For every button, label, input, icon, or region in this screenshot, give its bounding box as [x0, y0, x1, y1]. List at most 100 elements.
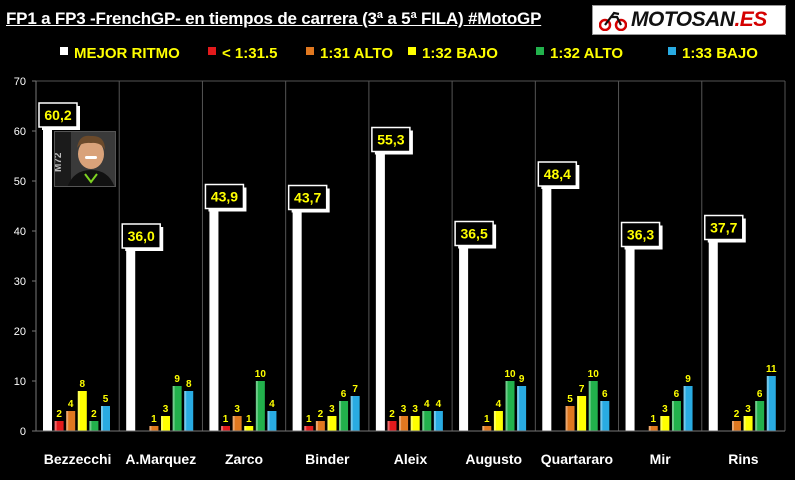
bar-mir-mejor-ritmo: [625, 249, 635, 431]
best-pace-label-quartararo: 48,4: [544, 166, 571, 182]
best-pace-label-rins: 37,7: [710, 220, 737, 236]
bar-augusto-mejor-ritmo: [459, 248, 469, 431]
legend-label-1-31-5: < 1:31.5: [222, 45, 277, 62]
legend-label-1-32-bajo: 1:32 BAJO: [422, 45, 498, 62]
bar-bezzecchi-1-31-5: [54, 421, 64, 431]
data-label-mir-1-32-bajo: 3: [662, 404, 668, 415]
legend-swatch-1-31-5: [208, 47, 216, 55]
logo-text: MOTOSAN: [631, 8, 735, 31]
rider-photo: M72: [54, 131, 116, 187]
photo-badge: M72: [55, 152, 64, 172]
bar-shine: [66, 411, 69, 431]
bar-a-marquez-1-32-bajo: [161, 416, 171, 431]
y-tick-label: 30: [14, 276, 26, 288]
bar-shine: [172, 386, 175, 431]
bar-quartararo-mejor-ritmo: [542, 189, 552, 431]
bar-bezzecchi-1-32-alto: [89, 421, 99, 431]
category-label-rins: Rins: [728, 451, 759, 467]
y-tick-label: 20: [14, 326, 26, 338]
bar-shine: [505, 381, 508, 431]
data-label-a-marquez-1-31-alto: 1: [151, 414, 157, 425]
legend-swatch-1-32-bajo: [408, 47, 416, 55]
y-tick-label: 10: [14, 376, 26, 388]
bar-shine: [101, 406, 103, 431]
data-label-quartararo-1-32-alto: 10: [588, 369, 600, 380]
best-pace-label-augusto: 36,5: [460, 226, 487, 242]
bar-shine: [517, 386, 520, 431]
bar-shine: [459, 248, 462, 431]
y-tick-label: 50: [14, 176, 26, 188]
category-label-bezzecchi: Bezzecchi: [44, 451, 112, 467]
bar-shine: [89, 421, 92, 431]
bar-shine: [375, 154, 378, 431]
category-label-a-marquez: A.Marquez: [125, 451, 196, 467]
category-label-mir: Mir: [650, 451, 672, 467]
bar-shine: [315, 421, 318, 431]
data-label-aleix-1-32-bajo: 3: [412, 404, 418, 415]
bar-shine: [339, 401, 342, 431]
bar-bezzecchi-mejor-ritmo: [43, 130, 52, 431]
bar-shine: [327, 416, 330, 431]
bar-zarco-1-31-alto: [232, 416, 242, 431]
bar-shine: [54, 421, 57, 431]
legend-swatch-mejor-ritmo: [60, 47, 68, 55]
x-axis: Bezzecchi A.Marquez Zarco Binder Aleix August…: [36, 430, 785, 467]
bar-zarco-mejor-ritmo: [209, 211, 219, 431]
data-label-a-marquez-1-33-bajo: 8: [186, 379, 192, 390]
bar-shine: [493, 411, 496, 431]
data-label-augusto-1-32-bajo: 4: [496, 399, 502, 410]
y-axis: 0 10 20 30 40 50 60 70: [14, 76, 37, 438]
chart-title: FP1 a FP3 -FrenchGP- en tiempos de carre…: [6, 9, 542, 28]
bar-shine: [161, 416, 164, 431]
bar-shine: [350, 396, 353, 431]
bar-shine: [410, 416, 413, 431]
y-tick-label: 60: [14, 126, 26, 138]
bars: [43, 130, 776, 431]
bar-shine: [184, 391, 187, 431]
bar-shine: [399, 416, 402, 431]
best-pace-label-box: [121, 223, 161, 249]
bar-shine: [267, 411, 270, 431]
bar-shine: [255, 381, 258, 431]
bar-zarco-1-32-bajo: [244, 426, 254, 431]
bar-shine: [43, 130, 45, 431]
bar-shine: [77, 391, 80, 431]
best-pace-label-binder: 43,7: [294, 190, 321, 206]
data-label-rins-1-32-alto: 6: [757, 389, 763, 400]
bar-quartararo-1-32-alto: [588, 381, 598, 431]
best-pace-label-box: [38, 102, 78, 128]
y-tick-label: 70: [14, 76, 26, 88]
data-label-bezzecchi-1-31-5: 2: [56, 409, 62, 420]
bar-shine: [387, 421, 390, 431]
bar-aleix-1-31-alto: [399, 416, 409, 431]
bar-shine: [244, 426, 247, 431]
bar-mir-1-33-bajo: [683, 386, 693, 431]
bar-aleix-1-33-bajo: [433, 411, 443, 431]
bar-mir-1-31-alto: [648, 426, 658, 431]
bar-rins-1-33-bajo: [766, 376, 776, 431]
bar-quartararo-1-32-bajo: [577, 396, 587, 431]
motorcycle-icon: [599, 11, 627, 31]
data-label-binder-1-32-alto: 6: [341, 389, 347, 400]
data-label-quartararo-1-33-bajo: 6: [602, 389, 608, 400]
best-pace-label-a-marquez: 36,0: [128, 228, 155, 244]
bar-shine: [766, 376, 769, 431]
data-label-bezzecchi-1-32-alto: 2: [91, 409, 97, 420]
bar-aleix-mejor-ritmo: [375, 154, 385, 431]
data-label-a-marquez-1-32-alto: 9: [174, 374, 180, 385]
bar-shine: [600, 401, 603, 431]
bar-a-marquez-mejor-ritmo: [126, 251, 136, 431]
bar-shine: [588, 381, 591, 431]
data-label-augusto-1-32-alto: 10: [504, 369, 516, 380]
bar-zarco-1-33-bajo: [267, 411, 277, 431]
bar-aleix-1-32-alto: [422, 411, 432, 431]
bar-shine: [755, 401, 758, 431]
data-label-binder-1-31-alto: 2: [318, 409, 324, 420]
legend-label-1-31-alto: 1:31 ALTO: [320, 45, 393, 62]
data-label-zarco-1-31-5: 1: [223, 414, 229, 425]
data-label-a-marquez-1-32-bajo: 3: [163, 404, 169, 415]
bar-a-marquez-1-31-alto: [149, 426, 159, 431]
bar-binder-1-31-5: [304, 426, 314, 431]
data-label-mir-1-31-alto: 1: [650, 414, 656, 425]
